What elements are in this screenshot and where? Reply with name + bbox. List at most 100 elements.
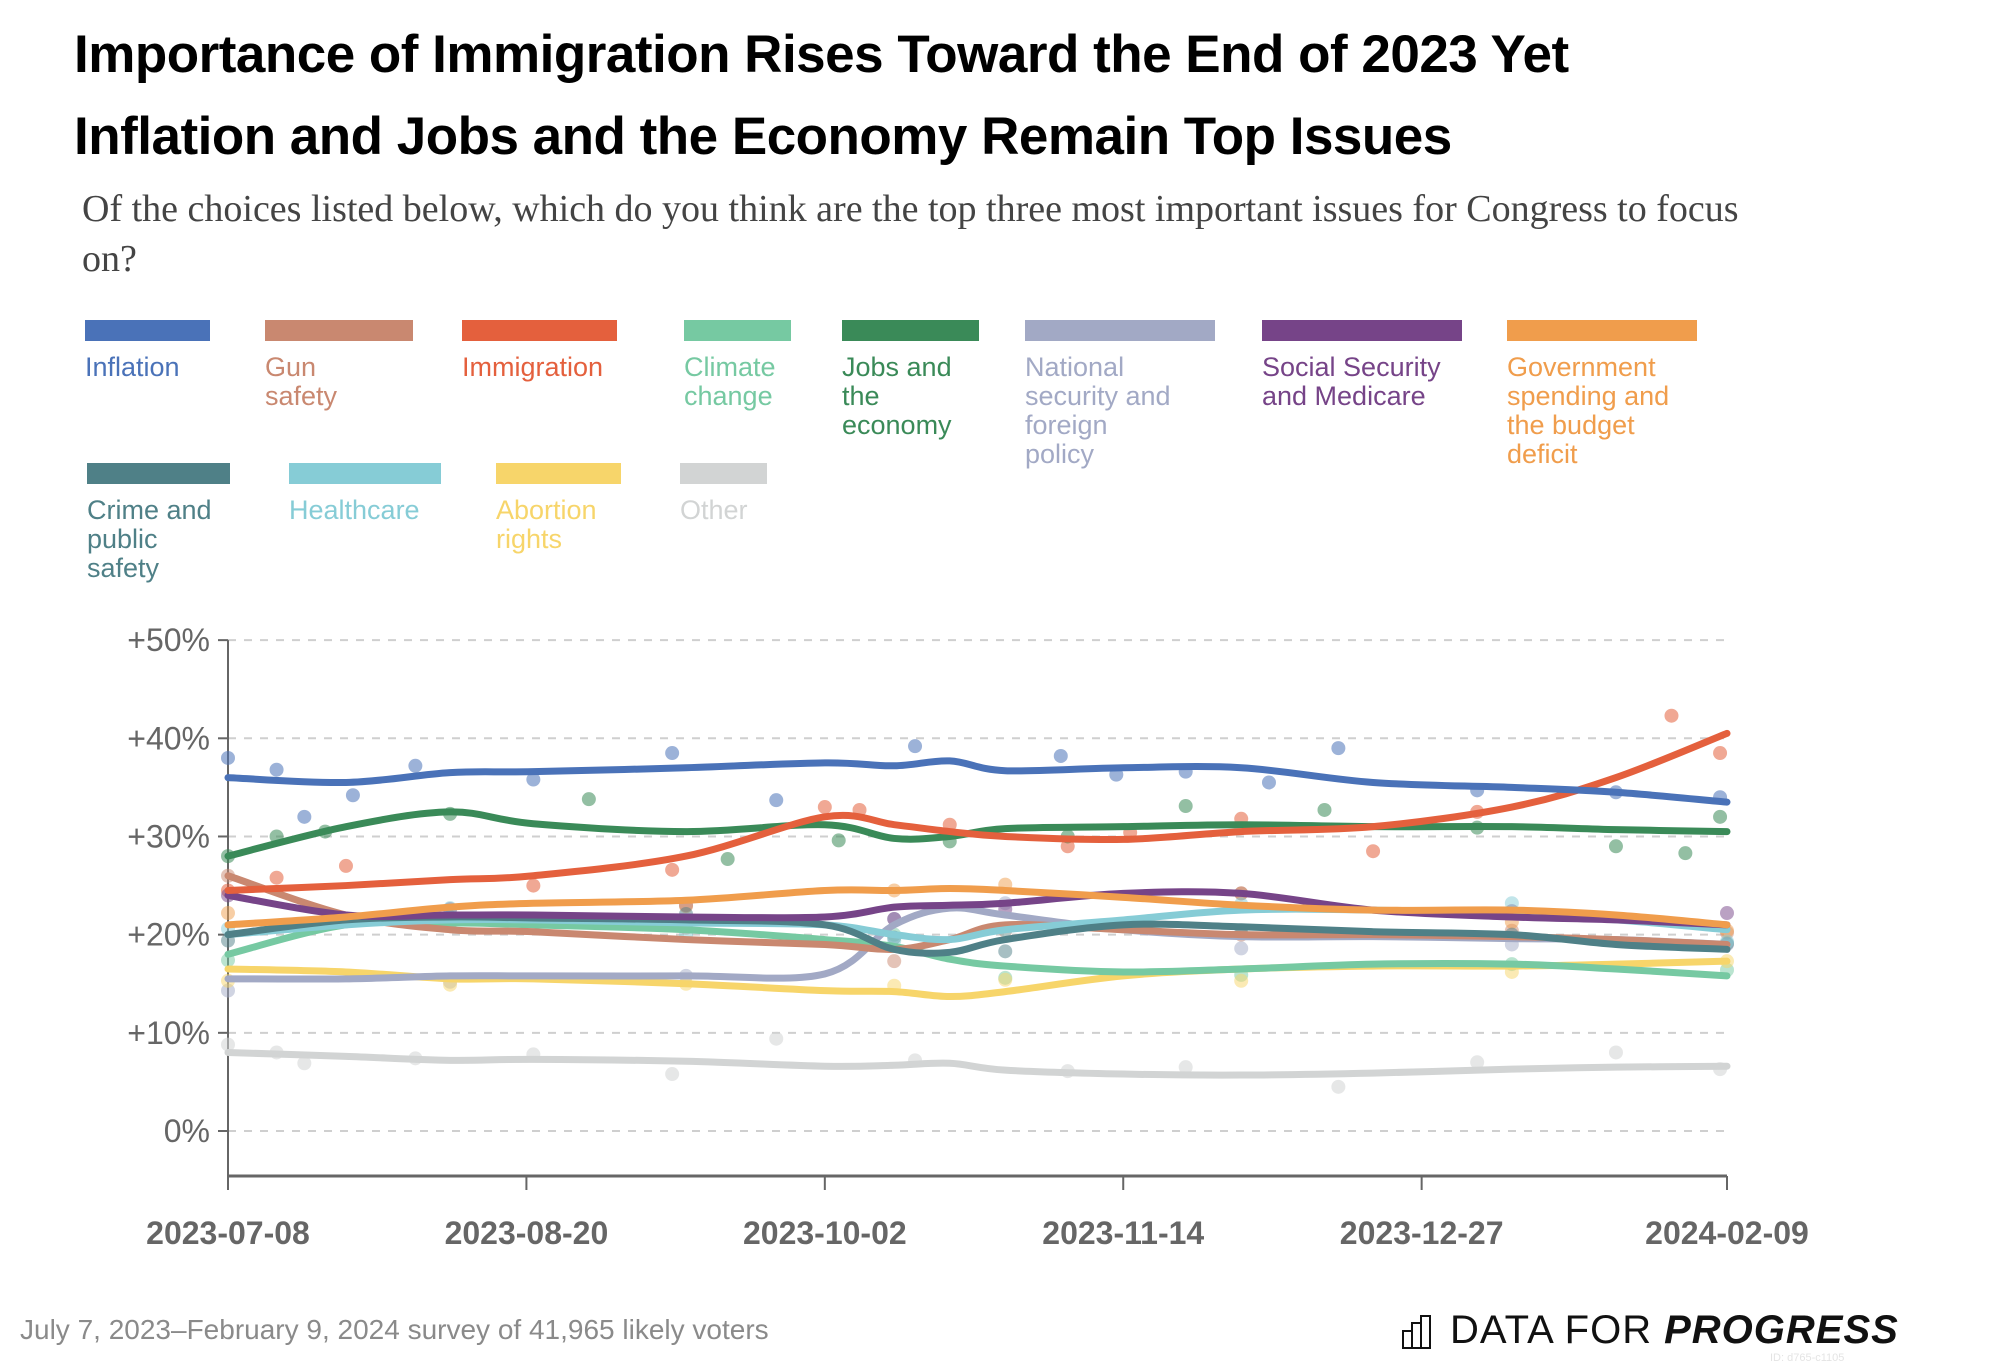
legend-item[interactable]: Abortion rights: [496, 463, 621, 554]
x-tick-label: 2023-11-14: [1042, 1215, 1204, 1251]
data-point: [817, 800, 832, 815]
data-point: [297, 809, 312, 824]
data-point: [1713, 809, 1728, 824]
data-point: [887, 954, 902, 969]
data-point: [581, 792, 596, 807]
data-point: [1261, 775, 1276, 790]
legend-item[interactable]: Immigration: [462, 320, 617, 382]
data-point: [338, 858, 353, 873]
y-tick-label: +50%: [127, 622, 210, 658]
survey-note: July 7, 2023–February 9, 2024 survey of …: [20, 1314, 769, 1345]
chart-id: ID: d765-c1105: [1770, 1352, 1845, 1364]
legend-label: National security and foreign policy: [1025, 352, 1171, 469]
data-point: [1470, 1055, 1485, 1070]
legend-swatch: [496, 463, 621, 484]
data-point: [665, 746, 680, 761]
legend-swatch: [680, 463, 767, 484]
legend-swatch: [1507, 320, 1697, 341]
y-tick-label: +20%: [127, 917, 210, 953]
legend-item[interactable]: Climate change: [684, 320, 791, 411]
data-point: [221, 750, 235, 765]
legend-item[interactable]: Social Security and Medicare: [1262, 320, 1462, 411]
data-point: [665, 1067, 680, 1082]
x-tick-label: 2023-08-20: [445, 1215, 609, 1251]
y-tick-label: +40%: [127, 720, 210, 756]
data-point: [221, 906, 235, 921]
brand-name-light: DATA FOR: [1450, 1308, 1653, 1352]
legend-label: Crime and public safety: [87, 495, 212, 583]
series-line-immigration: [224, 729, 1731, 894]
legend-swatch: [1025, 320, 1215, 341]
series-line-other: [224, 1048, 1731, 1079]
legend-item[interactable]: Government spending and the budget defic…: [1507, 320, 1697, 469]
series-line-jobs-and-the-economy: [224, 808, 1731, 860]
data-point: [908, 739, 923, 754]
legend-item[interactable]: Gun safety: [265, 320, 413, 411]
legend-label: Jobs and the economy: [842, 352, 952, 440]
data-point: [769, 793, 784, 808]
data-point: [1053, 748, 1068, 763]
legend-label: Climate change: [684, 352, 776, 411]
data-point: [1178, 1060, 1193, 1075]
y-tick-label: +30%: [127, 818, 210, 854]
legend-label: Government spending and the budget defic…: [1507, 352, 1670, 469]
brand-logo: DATA FOR PROGRESS: [1402, 1308, 1899, 1353]
data-point: [1678, 846, 1693, 861]
data-point: [297, 1056, 312, 1071]
data-point: [720, 852, 735, 867]
chart-title-line-1: Importance of Immigration Rises Toward t…: [74, 25, 1569, 84]
data-point: [221, 983, 235, 998]
legend-swatch: [289, 463, 441, 484]
data-point: [665, 862, 680, 877]
legend-label: Other: [680, 495, 748, 525]
legend-item[interactable]: Inflation: [85, 320, 210, 382]
data-point: [1234, 973, 1249, 988]
data-point: [831, 833, 846, 848]
data-point: [998, 972, 1013, 987]
data-point: [269, 870, 284, 885]
legend-swatch: [1262, 320, 1462, 341]
data-point: [1178, 799, 1193, 814]
y-tick-label: 0%: [164, 1113, 210, 1149]
data-point: [526, 878, 541, 893]
legend-swatch: [462, 320, 617, 341]
series-line-social-security-and-medicare: [224, 888, 1731, 929]
y-tick-label: +10%: [127, 1015, 210, 1051]
data-point: [1317, 802, 1332, 817]
chart-subtitle: Of the choices listed below, which do yo…: [82, 188, 1739, 280]
legend-item[interactable]: Jobs and the economy: [842, 320, 979, 440]
x-tick-label: 2024-02-09: [1645, 1215, 1809, 1251]
legend-item[interactable]: Other: [680, 463, 767, 525]
bar-chart-icon: [1402, 1314, 1431, 1349]
chart-title: Importance of Immigration Rises Toward t…: [74, 14, 1874, 178]
legend-label: Abortion rights: [496, 495, 597, 554]
legend-item[interactable]: Healthcare: [289, 463, 441, 525]
legend-label: Inflation: [85, 352, 180, 382]
data-point: [408, 758, 423, 773]
x-tick-label: 2023-12-27: [1340, 1215, 1504, 1251]
legend-swatch: [85, 320, 210, 341]
data-point: [1331, 741, 1346, 756]
legend-label: Healthcare: [289, 495, 420, 525]
legend-label: Social Security and Medicare: [1262, 352, 1441, 411]
data-point: [1366, 844, 1381, 859]
data-point: [1608, 1045, 1623, 1060]
legend-swatch: [684, 320, 791, 341]
x-tick-label: 2023-10-02: [743, 1215, 907, 1251]
data-point: [1720, 906, 1734, 921]
data-point: [1234, 941, 1249, 956]
data-point: [1608, 839, 1623, 854]
legend-swatch: [265, 320, 413, 341]
brand-name-bold: PROGRESS: [1664, 1308, 1899, 1352]
data-point: [1713, 746, 1728, 761]
data-point: [526, 772, 541, 787]
legend-item[interactable]: National security and foreign policy: [1025, 320, 1215, 469]
data-point: [345, 788, 360, 803]
data-point: [1060, 839, 1075, 854]
data-point: [998, 944, 1013, 959]
data-point: [221, 1037, 235, 1052]
x-tick-label: 2023-07-08: [146, 1215, 310, 1251]
series-line-government-spending-and-the-budget-deficit: [224, 885, 1731, 929]
legend-item[interactable]: Crime and public safety: [87, 463, 230, 583]
